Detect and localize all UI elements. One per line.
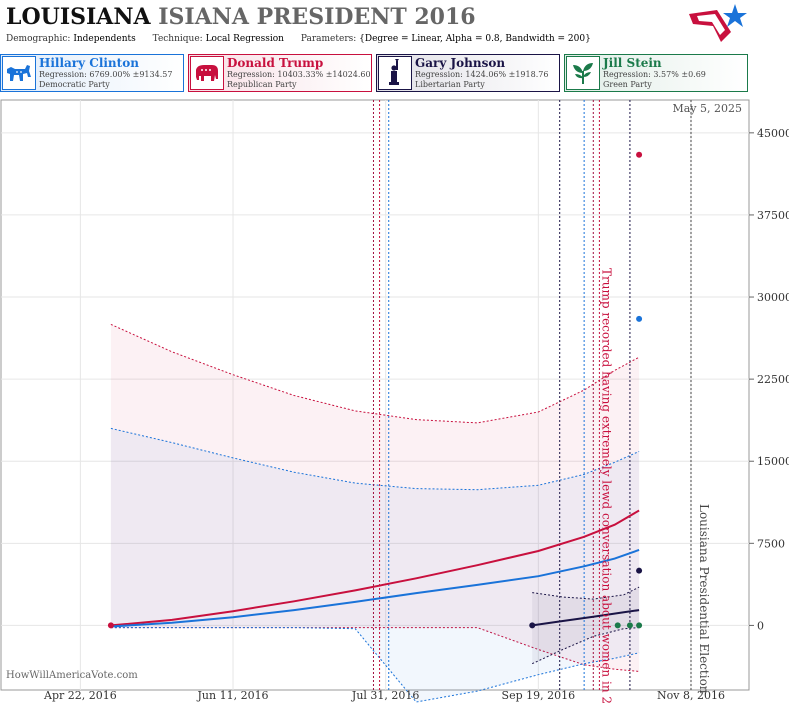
- confidence-band-2: [532, 587, 640, 664]
- candidate-card-trump: Donald Trump Regression: 10403.33% ±1402…: [188, 54, 372, 92]
- regression-line-1: [110, 548, 640, 628]
- parameters-label: Parameters:: [300, 34, 357, 44]
- regression-line-2: [532, 609, 640, 627]
- regression-line-0: [110, 509, 640, 627]
- y-tick-label: 15000: [757, 455, 789, 468]
- elephant-icon: [190, 56, 224, 90]
- confidence-bands: [110, 323, 640, 703]
- data-point-3-2: [636, 622, 643, 629]
- star-logo-icon: [689, 4, 747, 42]
- y-tick-label: 22500: [757, 373, 789, 386]
- series-lines: [110, 509, 640, 628]
- confidence-band-1: [110, 428, 640, 702]
- date-stamp: May 5, 2025: [672, 102, 742, 115]
- confidence-band-0: [110, 324, 640, 672]
- technique-label: Technique:: [152, 34, 203, 44]
- data-point-0-0: [107, 622, 114, 629]
- watermark: HowWillAmericaVote.com: [6, 670, 138, 681]
- page-title: LOUISIANA ISIANA PRESIDENT 2016: [6, 4, 476, 30]
- candidate-name: Donald Trump: [227, 56, 324, 70]
- y-tick-label: 45000: [757, 127, 789, 140]
- upper-bound-line-1: [110, 427, 640, 491]
- parameters-line: Demographic: Independents Technique: Loc…: [6, 34, 605, 44]
- candidate-party: Democratic Party: [39, 80, 110, 89]
- candidate-party: Libertarian Party: [415, 80, 485, 89]
- candidate-cards: Hillary Clinton Regression: 6769.00% ±91…: [0, 54, 789, 94]
- candidate-card-clinton: Hillary Clinton Regression: 6769.00% ±91…: [0, 54, 184, 92]
- y-axis-ticks: 0 7500 15000 22500 30000 37500 45000: [749, 127, 789, 632]
- data-point-1-0: [636, 315, 643, 322]
- demographic-label: Demographic:: [6, 34, 71, 44]
- x-tick-label: Jun 11, 2016: [197, 689, 269, 702]
- x-tick-label: Apr 22, 2016: [43, 689, 117, 702]
- candidate-card-stein: Jill Stein Regression: 3.57% ±0.69 Green…: [564, 54, 748, 92]
- plot-frame: [0, 99, 750, 691]
- plant-icon: [566, 56, 600, 90]
- candidate-regression: Regression: 10403.33% ±14024.60: [227, 70, 371, 79]
- x-tick-label: Nov 8, 2016: [657, 689, 725, 702]
- data-point-0-1: [636, 151, 643, 158]
- lower-bound-line-1: [110, 627, 640, 703]
- y-tick-label: 30000: [757, 291, 789, 304]
- candidate-name: Jill Stein: [603, 56, 662, 70]
- donkey-icon: [2, 56, 36, 90]
- data-point-3-1: [626, 622, 633, 629]
- regression-chart: 0 7500 15000 22500 30000 37500 45000 Apr 22, 2…: [0, 99, 789, 704]
- parameters-value: {Degree = Linear, Alpha = 0.8, Bandwidth…: [359, 34, 591, 44]
- candidate-card-johnson: Gary Johnson Regression: 1424.06% ±1918.…: [376, 54, 560, 92]
- annotation-1: Louisiana Presidential Election: [697, 504, 711, 694]
- upper-bound-line-0: [110, 323, 640, 424]
- technique-value: Local Regression: [205, 34, 284, 44]
- liberty-statue-icon: [378, 56, 412, 90]
- demographic-value: Independents: [73, 34, 136, 44]
- annotation-0: Trump recorded having extremely lewd con…: [599, 268, 613, 704]
- annotations: Trump recorded having extremely lewd con…: [599, 268, 711, 704]
- candidate-name: Gary Johnson: [415, 56, 506, 70]
- x-axis-ticks: Apr 22, 2016 Jun 11, 2016 Jul 31, 2016 Sep …: [43, 689, 725, 702]
- data-point-3-0: [614, 622, 621, 629]
- y-tick-label: 0: [757, 619, 764, 632]
- candidate-party: Green Party: [603, 80, 652, 89]
- data-point-2-0: [529, 622, 536, 629]
- candidate-regression: Regression: 6769.00% ±9134.57: [39, 70, 173, 79]
- y-tick-label: 7500: [757, 537, 785, 550]
- grid-lines: [1, 100, 749, 690]
- series-points: [107, 151, 643, 629]
- chart-header: LOUISIANA ISIANA PRESIDENT 2016 Demograp…: [0, 0, 789, 48]
- y-tick-label: 37500: [757, 209, 789, 222]
- candidate-name: Hillary Clinton: [39, 56, 139, 70]
- candidate-regression: Regression: 3.57% ±0.69: [603, 70, 706, 79]
- title-race: ISIANA PRESIDENT 2016: [158, 4, 476, 30]
- data-point-2-1: [636, 567, 643, 574]
- candidate-regression: Regression: 1424.06% ±1918.76: [415, 70, 549, 79]
- x-tick-label: Sep 19, 2016: [502, 689, 576, 702]
- upper-bound-line-2: [532, 586, 640, 600]
- title-state: LOUISIANA: [6, 4, 151, 30]
- x-tick-label: Jul 31, 2016: [351, 689, 420, 702]
- candidate-party: Republican Party: [227, 80, 297, 89]
